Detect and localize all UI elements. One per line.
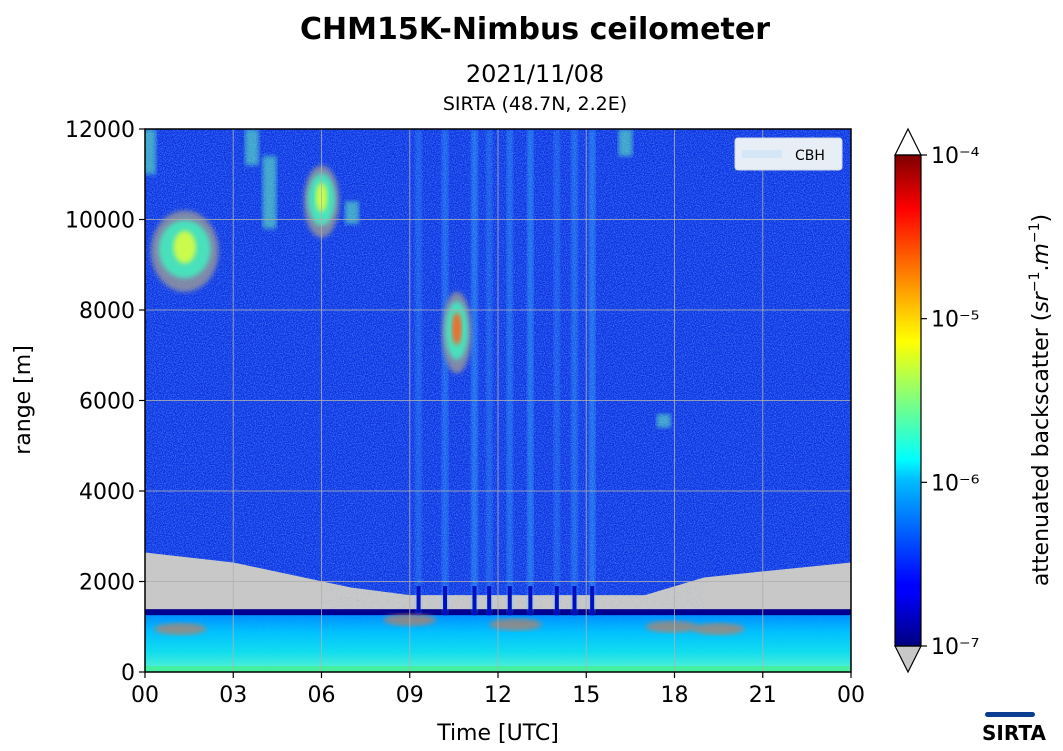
cirrus-fragment	[262, 156, 277, 229]
x-tick-label: 15	[572, 683, 600, 708]
precip-streak-base	[472, 586, 477, 616]
x-tick-label: 06	[308, 683, 336, 708]
x-axis-label: Time [UTC]	[436, 721, 559, 746]
colorbar-label: attenuated backscatter (sr−1.m−1)	[1027, 214, 1054, 586]
y-axis: 0 2000 4000 6000 8000 10000 12000	[65, 118, 145, 686]
sirta-logo: SIRTA	[982, 712, 1046, 745]
precip-streak-base	[590, 586, 595, 616]
y-axis-label: range [m]	[11, 345, 36, 455]
y-tick-label: 10000	[65, 209, 135, 234]
cbh-marker	[489, 618, 542, 631]
y-tick-label: 8000	[79, 299, 135, 324]
precip-streak-base	[528, 586, 533, 616]
x-tick-label: 00	[131, 683, 159, 708]
x-axis: 00 03 06 09 12 15 18 21 00	[131, 672, 865, 708]
chart-title: CHM15K-Nimbus ceilometer	[300, 12, 770, 47]
legend-box	[734, 137, 843, 171]
x-tick-label: 03	[219, 683, 247, 708]
precip-streak-base	[416, 586, 421, 616]
chart-subtitle: 2021/11/08	[466, 60, 604, 88]
logo-swoosh	[985, 712, 1035, 717]
y-tick-label: 6000	[79, 390, 135, 415]
precip-streak	[506, 129, 513, 614]
cirrus-fragment	[244, 129, 259, 166]
legend: CBH	[734, 137, 843, 171]
precip-streak	[471, 129, 478, 614]
precip-streak	[571, 129, 578, 614]
colorbar-tick-label: 10⁻⁵	[931, 308, 979, 333]
colorbar-extend-min	[894, 645, 922, 674]
cirrus-peak	[173, 230, 196, 264]
precip-streak	[415, 129, 422, 614]
colorbar-tick-label: 10⁻⁴	[931, 144, 980, 169]
x-tick-label: 09	[396, 683, 424, 708]
y-tick-label: 2000	[79, 571, 135, 596]
precip-streak	[527, 129, 534, 614]
legend-swatch-cbh	[742, 150, 782, 158]
colorbar-tick-label: 10⁻⁶	[931, 471, 980, 496]
precip-streak-base	[443, 586, 448, 616]
colorbar-tick-label: 10⁻⁷	[931, 635, 979, 660]
legend-entry-cbh: CBH	[795, 148, 825, 164]
y-tick-label: 0	[121, 661, 135, 686]
colorbar-frame	[894, 154, 922, 647]
cbh-marker	[154, 623, 207, 636]
colorbar-extend-max	[894, 127, 922, 156]
cbh-marker	[692, 623, 745, 636]
precip-streak-base	[487, 586, 492, 616]
x-tick-label: 00	[837, 683, 865, 708]
cbh-marker	[645, 620, 698, 633]
y-tick-label: 4000	[79, 480, 135, 505]
precip-streak	[442, 129, 449, 614]
logo-text: SIRTA	[982, 721, 1046, 745]
chart-site-label: SIRTA (48.7N, 2.2E)	[443, 93, 627, 115]
x-tick-label: 21	[749, 683, 777, 708]
precip-streak	[553, 129, 560, 614]
precip-streak-base	[507, 586, 512, 616]
cirrus-fragment	[618, 129, 633, 157]
cirrus-fragment	[656, 414, 671, 428]
precip-streak	[486, 129, 493, 614]
colorbar-gradient	[895, 155, 921, 646]
y-tick-label: 12000	[65, 118, 135, 143]
cirrus-peak	[451, 312, 462, 345]
precip-streak-base	[554, 586, 559, 616]
cirrus-fragment	[344, 201, 359, 225]
x-tick-label: 12	[484, 683, 512, 708]
x-tick-label: 18	[661, 683, 689, 708]
precip-streak	[589, 129, 596, 614]
precip-streak-base	[572, 586, 577, 616]
colorbar: 10⁻⁷ 10⁻⁶ 10⁻⁵ 10⁻⁴	[894, 127, 980, 674]
cirrus-fragment	[145, 129, 156, 175]
